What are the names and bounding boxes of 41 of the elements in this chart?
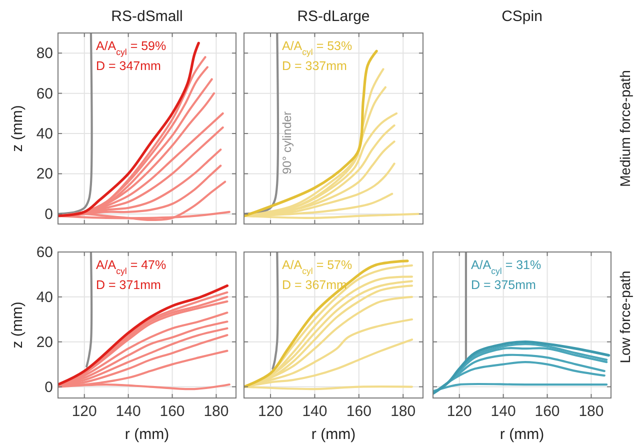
x-tick-label: 180: [204, 403, 229, 420]
y-tick-label: 0: [44, 378, 53, 396]
annotation: D = 337mm: [282, 59, 347, 73]
x-tick-label: 120: [446, 403, 472, 420]
x-tick-label: 140: [490, 403, 516, 420]
y-tick-label: 80: [36, 45, 53, 62]
annotation: D = 375mm: [471, 278, 536, 292]
y-axis-title: z (mm): [9, 105, 26, 152]
x-tick-label: 140: [302, 403, 328, 420]
x-axis-title: r (mm): [311, 426, 356, 443]
x-tick-label: 160: [160, 403, 185, 420]
y-tick-label: 20: [36, 334, 53, 351]
annotation: A/A$_{cyl}$ = 53%: [282, 39, 352, 57]
y-tick-label: 0: [44, 206, 53, 223]
x-tick-label: 120: [72, 403, 97, 420]
y2-axis-title: Low force-path: [617, 270, 633, 364]
x-tick-label: 180: [390, 403, 416, 420]
y-axis-title: z (mm): [9, 302, 26, 348]
annotation: A/A$_{cyl}$ = 47%: [96, 258, 166, 276]
annotation: D = 347mm: [96, 59, 161, 73]
text: CSpin: [502, 8, 542, 25]
y-tick-label: 60: [36, 85, 53, 102]
y-tick-label: 40: [36, 126, 53, 143]
y-tick-label: 60: [36, 244, 53, 261]
x-tick-label: 160: [534, 403, 560, 420]
x-axis-title: r (mm): [500, 426, 544, 443]
text: Medium force-path: [617, 70, 633, 187]
annotation: D = 371mm: [96, 278, 161, 292]
y-tick-label: 20: [36, 166, 53, 183]
annotation: A/A$_{cyl}$ = 31%: [471, 258, 542, 276]
chart-title: RS-dLarge: [297, 8, 370, 25]
annotation: A/A$_{cyl}$ = 59%: [96, 39, 166, 57]
chart-title: RS-dSmall: [111, 8, 183, 25]
text: 90° cylinder: [280, 111, 294, 174]
x-tick-label: 120: [258, 403, 284, 420]
annotation: A/A$_{cyl}$ = 57%: [282, 258, 352, 276]
y-tick-label: 40: [36, 288, 53, 306]
x-tick-label: 160: [346, 403, 372, 420]
x-tick-label: 140: [116, 403, 141, 420]
x-axis-title: r (mm): [124, 426, 170, 443]
x-tick-label: 180: [578, 403, 604, 420]
